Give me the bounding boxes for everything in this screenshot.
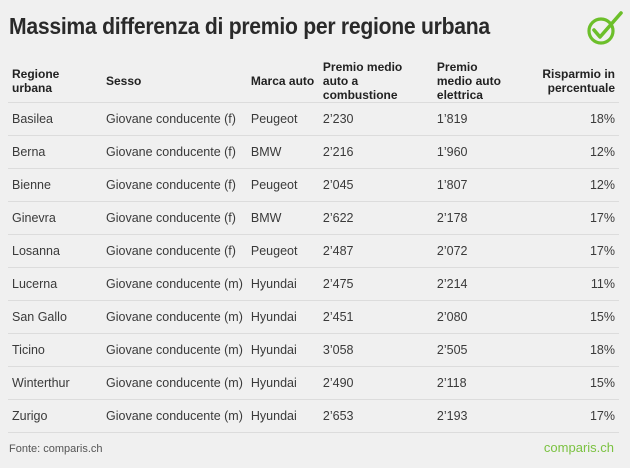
cell-regione: Zurigo [8,399,102,433]
premium-table: Regione urbana Sesso Marca auto Premio m… [8,60,619,433]
cell-premio-combustione: 2’230 [318,102,433,136]
cell-premio-elettrica: 2’080 [432,300,519,334]
cell-marca: Hyundai [246,267,319,301]
cell-premio-combustione: 3’058 [318,333,433,367]
cell-sesso: Giovane conducente (m) [102,267,247,301]
cell-marca: BMW [246,201,319,235]
header-marca: Marca auto [246,60,319,103]
cell-premio-elettrica: 1’807 [432,168,519,202]
cell-sesso: Giovane conducente (m) [102,399,247,433]
cell-risparmio: 18% [518,102,619,136]
cell-sesso: Giovane conducente (m) [102,366,247,400]
header-risparmio: Risparmio in percentuale [518,60,619,103]
cell-premio-combustione: 2’490 [318,366,433,400]
header-premio-elettrica: Premio medio auto elettrica [432,60,519,103]
cell-premio-combustione: 2’622 [318,201,433,235]
cell-regione: Berna [8,135,102,169]
table-row: Berna Giovane conducente (f) BMW 2’216 1’960… [8,135,619,169]
cell-regione: Ginevra [8,201,102,235]
cell-marca: Hyundai [246,333,319,367]
cell-regione: Ticino [8,333,102,367]
cell-marca: Peugeot [246,234,319,268]
cell-premio-combustione: 2’653 [318,399,433,433]
cell-marca: Hyundai [246,300,319,334]
header-regione: Regione urbana [8,60,102,103]
cell-sesso: Giovane conducente (f) [102,102,247,136]
cell-risparmio: 18% [518,333,619,367]
cell-regione: Basilea [8,102,102,136]
cell-premio-elettrica: 2’193 [432,399,519,433]
cell-regione: Bienne [8,168,102,202]
cell-risparmio: 17% [518,399,619,433]
page-title: Massima differenza di premio per regione… [9,13,490,39]
cell-risparmio: 12% [518,135,619,169]
cell-risparmio: 17% [518,234,619,268]
table-row: San Gallo Giovane conducente (m) Hyundai 2’… [8,300,619,334]
source-note: Fonte: comparis.ch [9,443,103,455]
cell-regione: Losanna [8,234,102,268]
cell-premio-elettrica: 2’178 [432,201,519,235]
table-row: Ticino Giovane conducente (m) Hyundai 3’058… [8,333,619,367]
cell-premio-elettrica: 2’072 [432,234,519,268]
cell-premio-combustione: 2’451 [318,300,433,334]
table-row: Zurigo Giovane conducente (m) Hyundai 2’653… [8,399,619,433]
table-row: Ginevra Giovane conducente (f) BMW 2’622 2’1… [8,201,619,235]
cell-premio-elettrica: 1’819 [432,102,519,136]
cell-marca: Hyundai [246,366,319,400]
cell-marca: Peugeot [246,168,319,202]
cell-premio-elettrica: 1’960 [432,135,519,169]
table-row: Lucerna Giovane conducente (m) Hyundai 2’47… [8,267,619,301]
cell-regione: Lucerna [8,267,102,301]
cell-risparmio: 15% [518,300,619,334]
cell-premio-combustione: 2’045 [318,168,433,202]
cell-regione: San Gallo [8,300,102,334]
cell-premio-elettrica: 2’505 [432,333,519,367]
header-premio-combustione: Premio medio auto a combustione [318,60,433,103]
cell-premio-elettrica: 2’214 [432,267,519,301]
header-sesso: Sesso [102,60,247,103]
table-row: Losanna Giovane conducente (f) Peugeot 2’48… [8,234,619,268]
cell-premio-combustione: 2’487 [318,234,433,268]
table-row: Winterthur Giovane conducente (m) Hyundai 2… [8,366,619,400]
brand-logo: comparis.ch [543,440,614,455]
cell-marca: Peugeot [246,102,319,136]
cell-sesso: Giovane conducente (f) [102,135,247,169]
cell-sesso: Giovane conducente (m) [102,300,247,334]
cell-premio-combustione: 2’475 [318,267,433,301]
cell-sesso: Giovane conducente (m) [102,333,247,367]
cell-premio-combustione: 2’216 [318,135,433,169]
table-header-row: Regione urbana Sesso Marca auto Premio m… [8,60,619,103]
cell-risparmio: 15% [518,366,619,400]
checkmark-circle-icon [587,11,623,45]
cell-premio-elettrica: 2’118 [432,366,519,400]
table-row: Bienne Giovane conducente (f) Peugeot 2’045… [8,168,619,202]
table-row: Basilea Giovane conducente (f) Peugeot 2’23… [8,102,619,136]
cell-marca: Hyundai [246,399,319,433]
cell-marca: BMW [246,135,319,169]
cell-regione: Winterthur [8,366,102,400]
cell-sesso: Giovane conducente (f) [102,201,247,235]
cell-risparmio: 11% [518,267,619,301]
cell-risparmio: 17% [518,201,619,235]
cell-risparmio: 12% [518,168,619,202]
cell-sesso: Giovane conducente (f) [102,234,247,268]
cell-sesso: Giovane conducente (f) [102,168,247,202]
